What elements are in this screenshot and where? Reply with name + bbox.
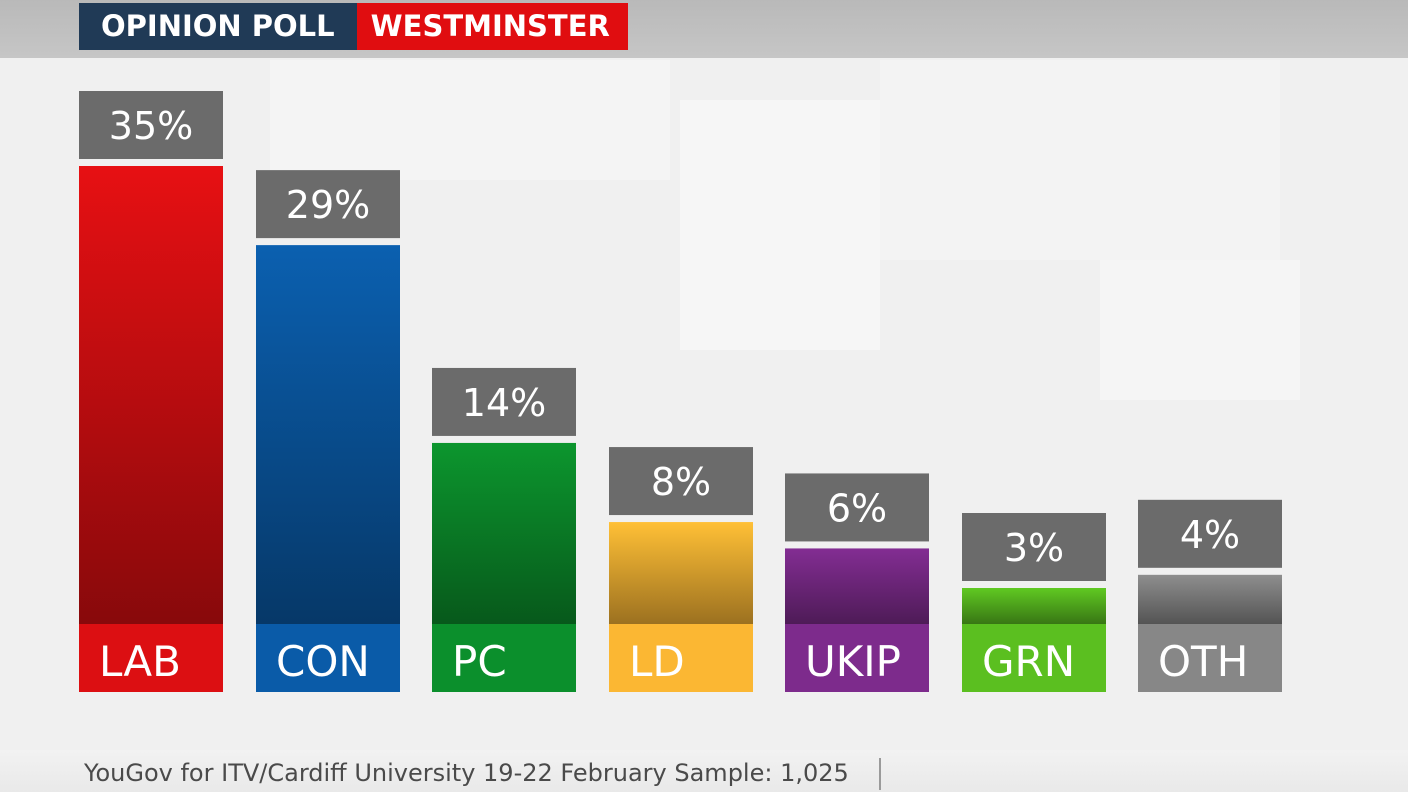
value-label-box	[785, 473, 929, 542]
value-label: 3%	[1004, 526, 1064, 570]
bar-pc	[432, 442, 576, 624]
value-label: 14%	[462, 381, 546, 425]
value-label-box	[79, 91, 223, 159]
source-note: YouGov for ITV/Cardiff University 19-22 …	[84, 759, 849, 787]
bar-oth	[1138, 574, 1282, 624]
category-block-grn	[962, 624, 1106, 692]
value-label-box	[432, 367, 576, 436]
value-label: 6%	[827, 486, 887, 530]
value-label-box	[609, 447, 753, 516]
category-block-pc	[432, 624, 576, 692]
background-tile	[880, 60, 1280, 260]
category-label: LAB	[99, 637, 181, 686]
category-label: LD	[629, 637, 685, 686]
category-block-ld	[609, 624, 753, 692]
value-label-box	[1138, 499, 1282, 568]
bar-lab	[79, 166, 223, 624]
region-label: WESTMINSTER	[356, 3, 628, 50]
category-label: PC	[452, 637, 507, 686]
value-label: 29%	[286, 183, 370, 227]
background-tile	[270, 60, 670, 180]
category-label: OTH	[1158, 637, 1248, 686]
value-label: 4%	[1180, 513, 1240, 557]
category-block-lab	[79, 624, 223, 692]
value-label: 35%	[109, 104, 193, 148]
background-tile	[1100, 260, 1300, 400]
footer-bar: YouGov for ITV/Cardiff University 19-22 …	[0, 750, 1408, 792]
category-label: GRN	[982, 637, 1075, 686]
bar-ukip	[785, 548, 929, 624]
chart-header: OPINION POLL WESTMINSTER	[79, 3, 628, 50]
value-label-box	[256, 170, 400, 239]
category-block-con	[256, 624, 400, 692]
bar-con	[256, 245, 400, 624]
footer-divider	[879, 758, 881, 790]
background-tile	[680, 100, 880, 350]
category-label: UKIP	[805, 637, 901, 686]
value-label-box	[962, 513, 1106, 581]
poll-label: OPINION POLL	[79, 3, 357, 50]
value-label: 8%	[651, 460, 711, 504]
bar-grn	[962, 588, 1106, 624]
bar-ld	[609, 522, 753, 624]
category-block-ukip	[785, 624, 929, 692]
category-label: CON	[276, 637, 370, 686]
category-block-oth	[1138, 624, 1282, 692]
